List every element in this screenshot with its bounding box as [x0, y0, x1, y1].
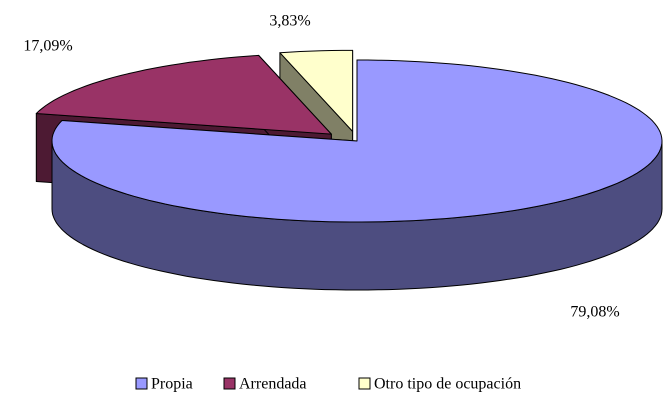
legend-swatch [358, 377, 371, 390]
legend-label: Arrendada [239, 376, 307, 393]
data-label: 3,83% [269, 13, 310, 30]
legend-label: Otro tipo de ocupación [374, 376, 521, 393]
slice-top [51, 59, 663, 223]
pie-slice [51, 59, 663, 291]
legend-swatch [223, 377, 236, 390]
data-label: 17,09% [23, 38, 72, 55]
data-label: 79,08% [570, 304, 619, 321]
slice-top [35, 54, 332, 135]
legend-label: Propia [151, 376, 193, 393]
slice-top [279, 49, 354, 132]
legend-swatch [135, 377, 148, 390]
